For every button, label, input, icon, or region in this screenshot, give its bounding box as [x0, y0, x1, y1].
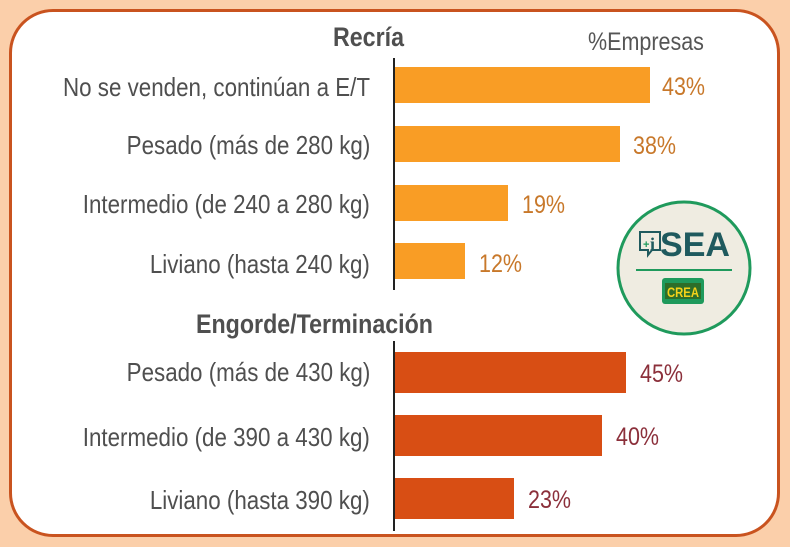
- engorde-label-0: Pesado (más de 430 kg): [126, 357, 370, 387]
- recria-value-2: 19%: [522, 191, 566, 219]
- recria-label-2: Intermedio (de 240 a 280 kg): [82, 189, 370, 219]
- engorde-bar-1: [395, 415, 602, 456]
- unit-label: %Empresas: [588, 28, 704, 56]
- recria-value-3: 12%: [479, 250, 523, 278]
- svg-text:CREA: CREA: [667, 284, 699, 300]
- recria-value-1: 38%: [633, 132, 677, 160]
- engorde-bar-2: [395, 478, 514, 519]
- recria-value-0: 43%: [662, 73, 706, 101]
- engorde-label-1: Intermedio (de 390 a 430 kg): [82, 422, 370, 452]
- recria-bar-2: [395, 185, 508, 221]
- recria-label-0: No se venden, continúan a E/T: [62, 72, 370, 102]
- engorde-value-2: 23%: [528, 486, 572, 514]
- recria-bar-3: [395, 243, 465, 279]
- recria-label-3: Liviano (hasta 240 kg): [149, 249, 370, 279]
- engorde-label-2: Liviano (hasta 390 kg): [149, 485, 370, 515]
- recria-axis: [393, 58, 395, 290]
- recria-label-1: Pesado (más de 280 kg): [126, 130, 370, 160]
- svg-text:+: +: [643, 239, 649, 251]
- section-title-engorde: Engorde/Terminación: [196, 309, 433, 339]
- engorde-axis: [393, 341, 395, 531]
- engorde-value-1: 40%: [616, 423, 660, 451]
- section-title-recria: Recría: [333, 22, 405, 52]
- engorde-bar-0: [395, 352, 626, 393]
- recria-bar-1: [395, 126, 620, 162]
- isea-crea-logo-icon: + i SEA CREA: [616, 200, 752, 336]
- recria-bar-0: [395, 67, 650, 103]
- svg-text:SEA: SEA: [660, 226, 730, 264]
- svg-text:i: i: [650, 234, 655, 254]
- engorde-value-0: 45%: [640, 360, 684, 388]
